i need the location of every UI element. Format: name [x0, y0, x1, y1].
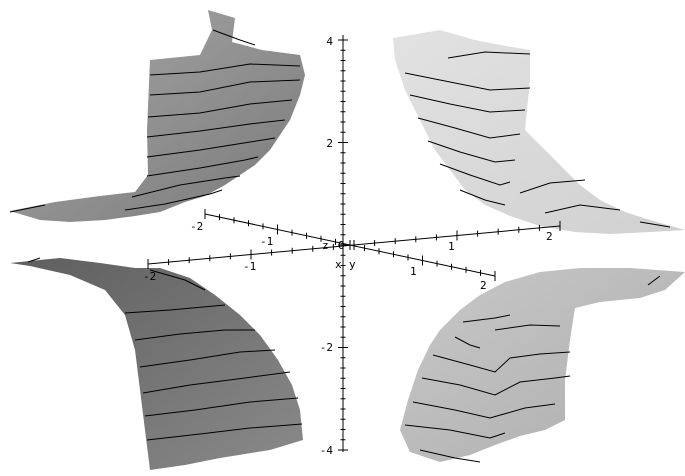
- surface-upper-right: [393, 30, 685, 234]
- x-axis-labels: -2 -1 1 2: [143, 230, 553, 283]
- x-axis-ticks: [147, 221, 561, 269]
- x-tick-label: -2: [143, 270, 156, 283]
- y-axis-ticks: [204, 209, 496, 281]
- contours-upper-left: [9, 29, 301, 213]
- surface-lower-left: [10, 257, 303, 470]
- y-axis-name: y: [349, 258, 356, 271]
- x-tick-label: -1: [243, 260, 256, 273]
- z-tick-label: 2: [326, 137, 333, 150]
- axis-names: z 0 x y: [322, 239, 356, 271]
- contours-upper-right: [404, 51, 671, 228]
- surface-upper-left: [9, 10, 305, 222]
- y-tick-label: 2: [480, 279, 487, 292]
- origin-label: 0: [338, 239, 345, 252]
- axes: [147, 35, 561, 452]
- y-tick-label: 1: [410, 265, 417, 278]
- y-axis-labels: -2 -1 1 2: [190, 220, 487, 292]
- x-tick-label: 1: [448, 240, 455, 253]
- z-tick-label: -4: [320, 444, 334, 457]
- y-tick-label: -2: [190, 220, 203, 233]
- contours-lower-right: [404, 275, 661, 463]
- z-axis-name: z: [322, 239, 329, 252]
- x-tick-label: 2: [546, 230, 553, 243]
- z-tick-label: -2: [320, 341, 333, 354]
- z-axis-labels: 4 2 -2 -4: [320, 35, 334, 457]
- x-axis-name: x: [335, 258, 342, 271]
- y-tick-label: -1: [260, 235, 273, 248]
- z-axis-ticks: [338, 39, 348, 451]
- contours-lower-left: [27, 257, 303, 441]
- z-tick-label: 4: [326, 35, 333, 48]
- surface-lower-right: [400, 268, 685, 463]
